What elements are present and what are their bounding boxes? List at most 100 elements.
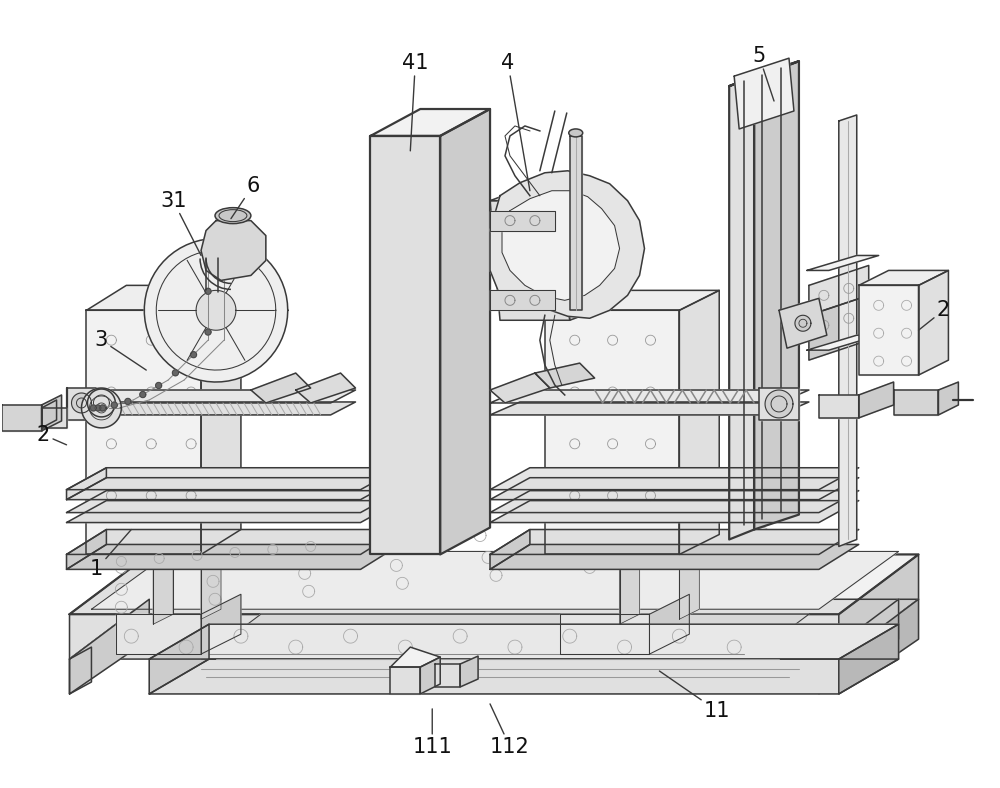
Polygon shape bbox=[490, 491, 859, 512]
Polygon shape bbox=[839, 115, 857, 546]
Text: 112: 112 bbox=[490, 704, 530, 756]
Polygon shape bbox=[201, 221, 266, 281]
Polygon shape bbox=[172, 370, 178, 376]
Polygon shape bbox=[859, 285, 919, 375]
Polygon shape bbox=[807, 255, 879, 270]
Polygon shape bbox=[490, 478, 859, 500]
Polygon shape bbox=[809, 266, 869, 315]
Polygon shape bbox=[490, 373, 550, 403]
Polygon shape bbox=[729, 76, 754, 540]
Polygon shape bbox=[125, 399, 131, 404]
Polygon shape bbox=[460, 656, 478, 687]
Polygon shape bbox=[70, 647, 91, 694]
Polygon shape bbox=[153, 545, 173, 624]
Polygon shape bbox=[86, 402, 356, 415]
Polygon shape bbox=[296, 373, 356, 403]
Polygon shape bbox=[201, 614, 809, 659]
Polygon shape bbox=[100, 405, 105, 411]
Polygon shape bbox=[490, 530, 530, 570]
Polygon shape bbox=[67, 478, 400, 500]
Polygon shape bbox=[490, 186, 600, 201]
Polygon shape bbox=[86, 310, 201, 555]
Polygon shape bbox=[140, 392, 146, 397]
Polygon shape bbox=[87, 389, 115, 417]
Polygon shape bbox=[919, 270, 948, 375]
Text: 6: 6 bbox=[231, 176, 260, 218]
Polygon shape bbox=[490, 290, 555, 310]
Polygon shape bbox=[490, 210, 555, 231]
Polygon shape bbox=[490, 402, 809, 415]
Polygon shape bbox=[42, 395, 62, 431]
Polygon shape bbox=[938, 382, 958, 415]
Polygon shape bbox=[807, 335, 879, 350]
Polygon shape bbox=[729, 61, 799, 86]
Text: 4: 4 bbox=[501, 53, 530, 191]
Polygon shape bbox=[70, 555, 149, 659]
Text: 1: 1 bbox=[90, 530, 131, 579]
Polygon shape bbox=[67, 530, 400, 555]
Text: 5: 5 bbox=[752, 46, 774, 101]
Polygon shape bbox=[67, 468, 400, 489]
Polygon shape bbox=[560, 186, 610, 320]
Polygon shape bbox=[809, 296, 869, 360]
Polygon shape bbox=[42, 408, 67, 428]
Polygon shape bbox=[67, 530, 106, 570]
Polygon shape bbox=[490, 500, 859, 522]
Polygon shape bbox=[191, 351, 197, 358]
Polygon shape bbox=[70, 555, 919, 614]
Polygon shape bbox=[490, 545, 859, 570]
Polygon shape bbox=[649, 594, 689, 654]
Polygon shape bbox=[251, 373, 311, 403]
Polygon shape bbox=[149, 659, 899, 694]
Polygon shape bbox=[390, 667, 420, 694]
Polygon shape bbox=[535, 363, 595, 388]
Polygon shape bbox=[67, 545, 400, 570]
Polygon shape bbox=[70, 599, 919, 659]
Polygon shape bbox=[86, 285, 241, 310]
Polygon shape bbox=[679, 530, 699, 619]
Polygon shape bbox=[67, 491, 400, 512]
Polygon shape bbox=[839, 624, 899, 694]
Text: 2: 2 bbox=[919, 300, 950, 330]
Text: 2: 2 bbox=[37, 425, 67, 445]
Polygon shape bbox=[894, 390, 938, 415]
Polygon shape bbox=[2, 405, 42, 431]
Polygon shape bbox=[779, 299, 827, 348]
Polygon shape bbox=[116, 614, 201, 654]
Polygon shape bbox=[111, 402, 117, 408]
Text: 41: 41 bbox=[402, 53, 429, 151]
Ellipse shape bbox=[215, 208, 251, 224]
Polygon shape bbox=[42, 400, 57, 428]
Polygon shape bbox=[205, 288, 211, 294]
Polygon shape bbox=[196, 290, 236, 330]
Polygon shape bbox=[545, 310, 679, 555]
Polygon shape bbox=[205, 247, 211, 254]
Polygon shape bbox=[144, 239, 288, 382]
Polygon shape bbox=[91, 552, 899, 609]
Polygon shape bbox=[490, 201, 570, 320]
Polygon shape bbox=[819, 599, 899, 694]
Polygon shape bbox=[70, 599, 149, 694]
Polygon shape bbox=[859, 270, 948, 285]
Polygon shape bbox=[67, 500, 400, 522]
Polygon shape bbox=[95, 405, 101, 411]
Polygon shape bbox=[765, 390, 793, 418]
Polygon shape bbox=[86, 390, 356, 403]
Polygon shape bbox=[201, 594, 241, 654]
Polygon shape bbox=[370, 109, 490, 136]
Polygon shape bbox=[490, 171, 644, 318]
Polygon shape bbox=[859, 382, 894, 418]
Polygon shape bbox=[759, 388, 799, 420]
Polygon shape bbox=[156, 382, 162, 388]
Polygon shape bbox=[734, 58, 794, 129]
Polygon shape bbox=[149, 624, 209, 694]
Text: 11: 11 bbox=[659, 671, 730, 721]
Polygon shape bbox=[754, 61, 799, 530]
Polygon shape bbox=[201, 540, 221, 619]
Polygon shape bbox=[839, 599, 919, 694]
Polygon shape bbox=[435, 664, 460, 687]
Polygon shape bbox=[545, 290, 719, 310]
Polygon shape bbox=[502, 191, 620, 300]
Polygon shape bbox=[490, 390, 809, 403]
Text: 111: 111 bbox=[412, 709, 452, 756]
